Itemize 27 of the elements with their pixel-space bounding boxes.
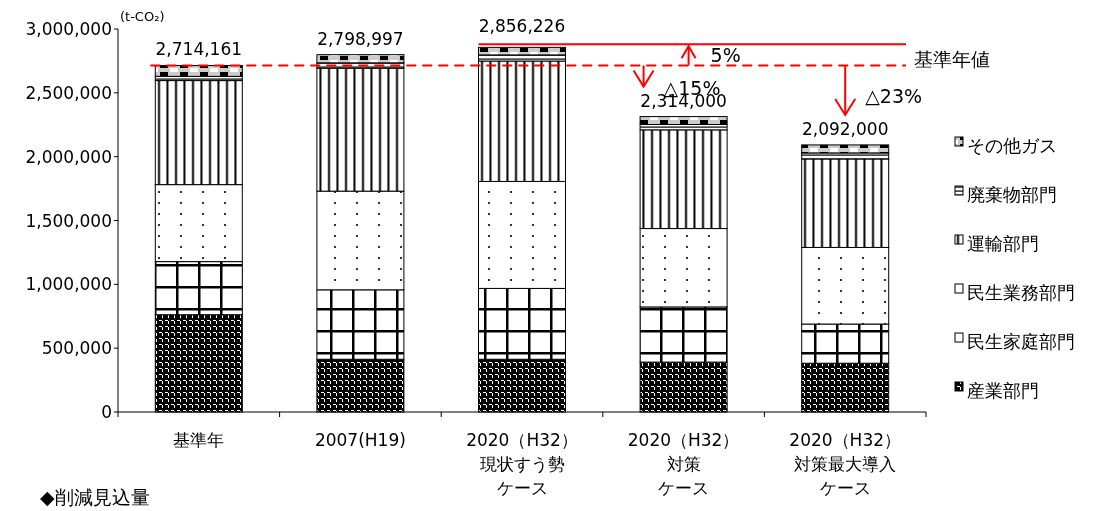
x-tick-label: 基準年 — [173, 430, 225, 450]
annotation: 5% — [710, 44, 741, 67]
y-tick-label: 1,000,000 — [25, 274, 112, 295]
y-tick-label: 3,000,000 — [25, 19, 112, 39]
y-tick-label: 1,500,000 — [25, 210, 112, 231]
ref-line-label: 基準年値 — [914, 48, 990, 71]
x-tick-label: 2020（H32）現状すう勢ケース — [466, 430, 578, 498]
legend-label: その他ガス — [967, 135, 1057, 156]
y-tick-label: 2,000,000 — [25, 146, 112, 167]
y-tick-label: 0 — [101, 402, 112, 422]
legend-label: 運輸部門 — [967, 233, 1039, 254]
text: ◆削減見込量 — [40, 486, 150, 508]
legend-label: 産業部門 — [967, 380, 1039, 401]
x-tick-label: 2020（H32）対策最大導入ケース — [789, 430, 902, 498]
y-tick-label: 2,500,000 — [25, 82, 112, 103]
legend-label: 廃棄物部門 — [967, 184, 1057, 205]
y-tick-label: 500,000 — [41, 338, 112, 359]
legend-label: 民生業務部門 — [967, 282, 1075, 303]
total-label: 2,856,226 — [478, 16, 566, 37]
y-axis-title: (t-CO₂) — [120, 9, 165, 24]
x-tick-label: 2007(H19) — [314, 430, 406, 450]
x-tick-label: 2020（H32）対策ケース — [627, 430, 740, 498]
total-label: 2,798,997 — [317, 28, 404, 49]
total-label: 2,714,161 — [155, 39, 243, 60]
annotation: △23% — [865, 85, 923, 108]
total-label: 2,092,000 — [801, 118, 889, 139]
legend-label: 民生家庭部門 — [967, 331, 1075, 352]
